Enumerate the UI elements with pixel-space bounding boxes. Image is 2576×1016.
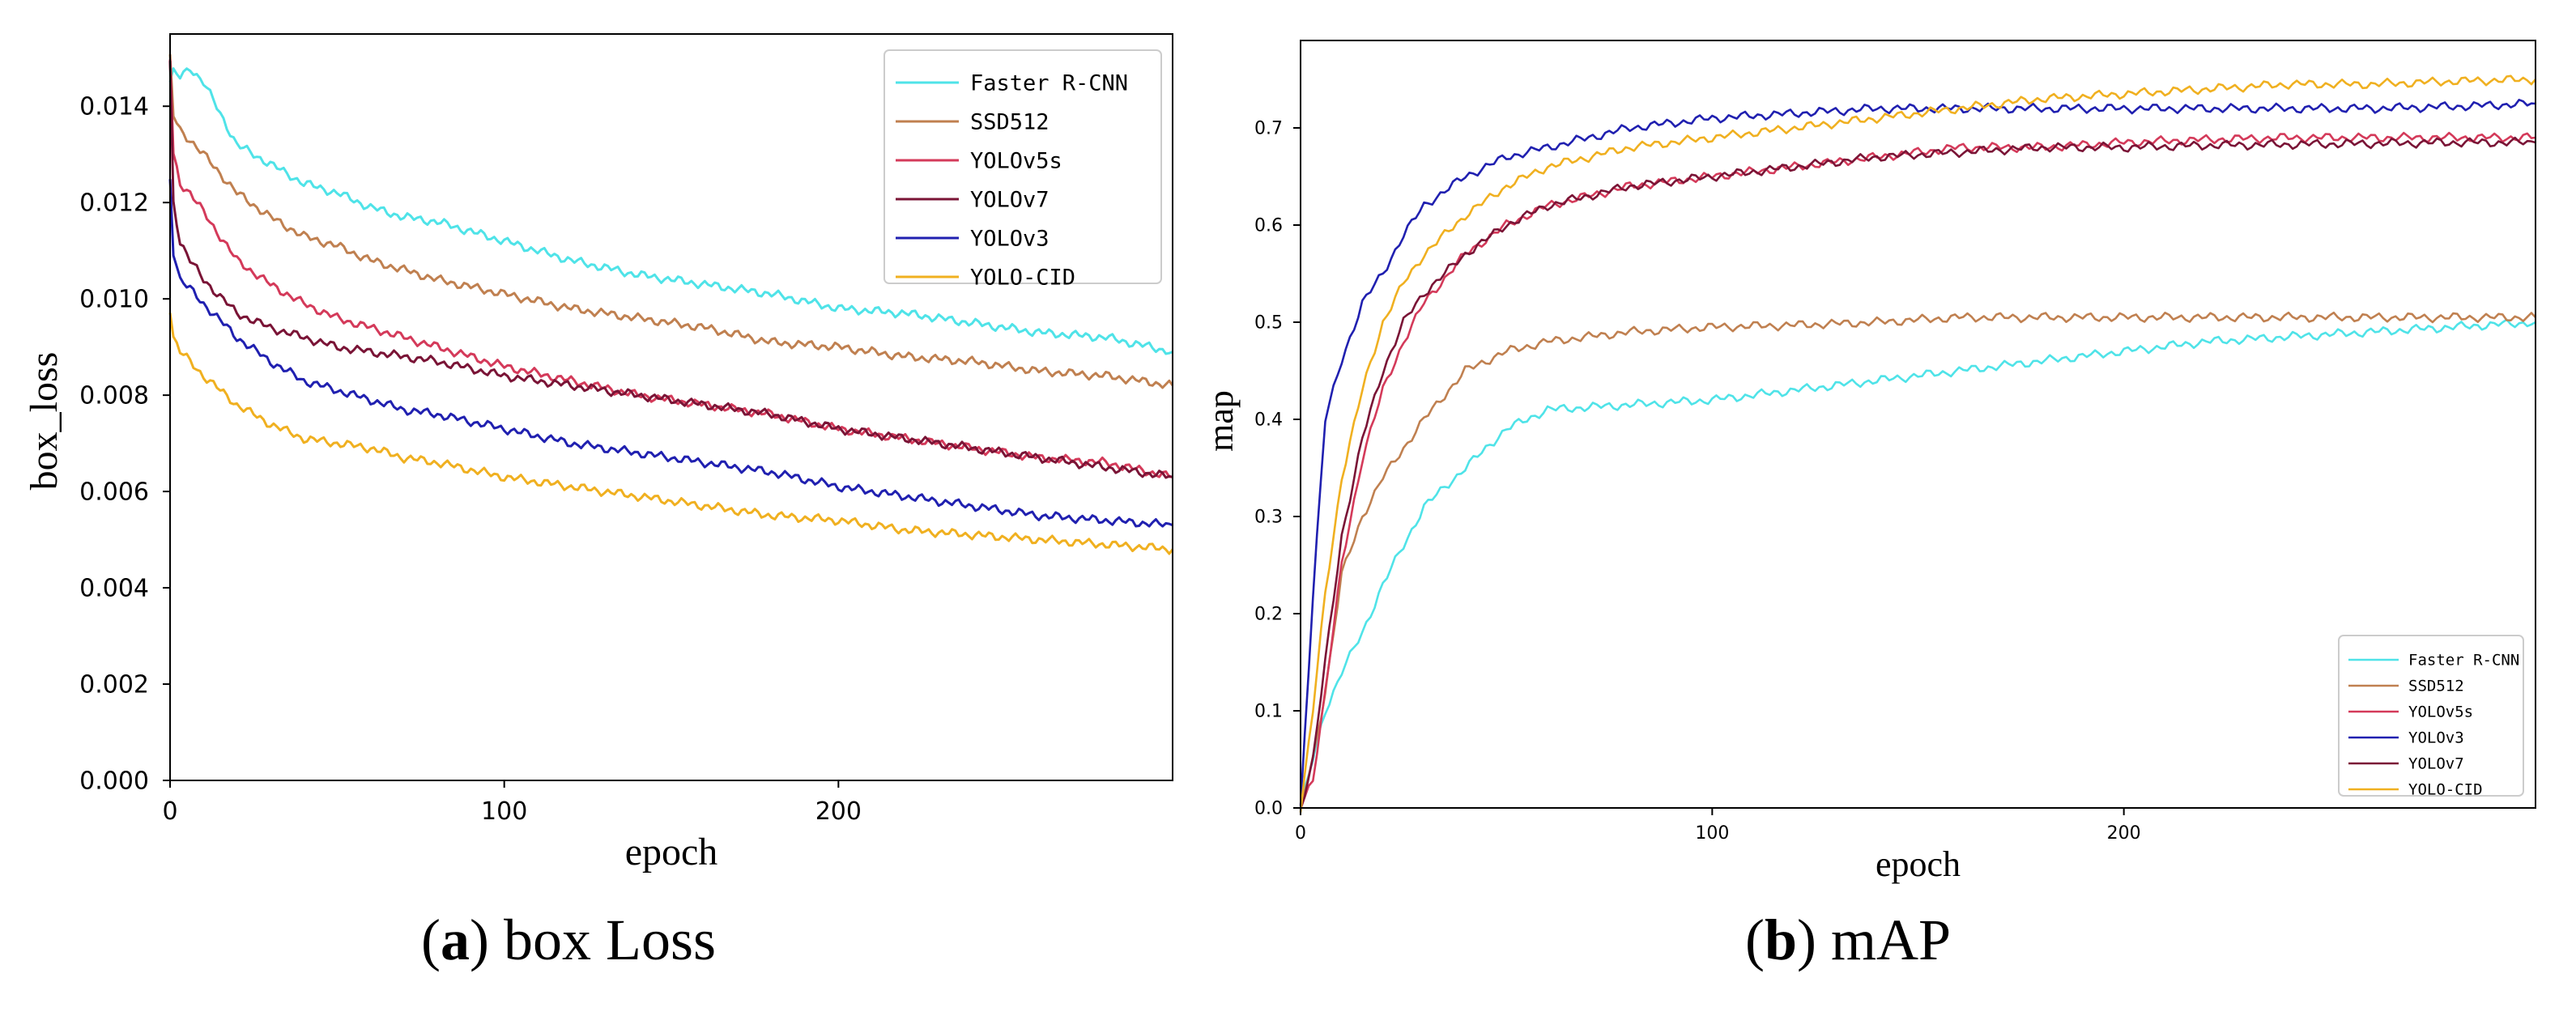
- legend-box: [2338, 635, 2524, 797]
- legend: Faster R-CNN SSD512 YOLOv5s YOLOv3 YOLOv7 YOL…: [2338, 635, 2524, 799]
- x-tick-label: 100: [1695, 823, 1729, 844]
- series-line-yolov7: [1299, 136, 2536, 810]
- y-tick-label: 0.008: [79, 382, 149, 410]
- plot-frame: [1300, 40, 2536, 809]
- legend-label: YOLOv5s: [2408, 704, 2473, 721]
- legend-label: YOLOv7: [970, 187, 1050, 212]
- chart-map: 0.0 0.1 0.2 0.3 0.4 0.5 0.6 0.7 0 100 200 epoch map F…: [1201, 40, 2536, 884]
- x-axis-title: epoch: [625, 831, 718, 874]
- caption-b-label: b: [1764, 908, 1798, 972]
- y-tick-label: 0.002: [79, 671, 149, 699]
- y-tick-label: 0.1: [1254, 702, 1283, 722]
- y-tick-label: 0.012: [79, 189, 149, 218]
- series-line-yolov5s: [168, 59, 1173, 478]
- y-tick-label: 0.006: [79, 478, 149, 507]
- series-line-faster-r-cnn: [168, 67, 1173, 355]
- y-tick-label: 0.0: [1254, 799, 1283, 819]
- plot-frame: [169, 33, 1173, 781]
- y-tick-label: 0.4: [1254, 410, 1283, 431]
- legend: Faster R-CNN SSD512 YOLOv5s YOLOv7 YOLOv3 YOL…: [884, 49, 1162, 290]
- caption-a-label: a: [440, 908, 470, 972]
- y-tick-label: 0.2: [1254, 605, 1283, 625]
- y-tick-label: 0.014: [79, 93, 149, 121]
- x-tick-label: 100: [481, 797, 527, 826]
- caption-b-text: mAP: [1831, 908, 1952, 972]
- y-axis-title: box_loss: [23, 352, 66, 491]
- series-line-yolov7: [168, 61, 1173, 479]
- legend-label: Faster R-CNN: [970, 70, 1128, 96]
- legend-label: YOLOv3: [970, 226, 1050, 251]
- legend-label: YOLO-CID: [970, 265, 1075, 290]
- series-line-yolo-cid: [168, 312, 1174, 555]
- x-tick-label: 0: [162, 797, 177, 826]
- y-axis-title: map: [1201, 390, 1241, 452]
- series-line-faster-r-cnn: [1299, 318, 2536, 809]
- caption-a-text: box Loss: [503, 908, 716, 972]
- series-line-yolov3: [1299, 99, 2536, 806]
- y-tick-label: 0.7: [1254, 119, 1283, 139]
- legend-label: YOLOv7: [2408, 755, 2464, 773]
- series-line-ssd512: [168, 54, 1174, 389]
- caption-a: (a) box Loss: [421, 908, 716, 972]
- y-tick-label: 0.000: [79, 767, 149, 796]
- caption-b: (b) mAP: [1745, 908, 1952, 972]
- legend-label: SSD512: [2408, 678, 2464, 695]
- series-line-yolov5s: [1299, 131, 2536, 810]
- legend-label: SSD512: [970, 109, 1050, 134]
- y-tick-label: 0.010: [79, 286, 149, 314]
- x-axis-title: epoch: [1876, 844, 1961, 884]
- legend-label: YOLO-CID: [2408, 781, 2483, 799]
- legend-label: Faster R-CNN: [2408, 652, 2519, 670]
- legend-box: [884, 49, 1162, 284]
- legend-label: YOLOv3: [2408, 729, 2464, 747]
- y-tick-label: 0.3: [1254, 508, 1283, 528]
- series-line-yolov3: [168, 179, 1173, 528]
- x-tick-label: 200: [815, 797, 862, 826]
- y-tick-label: 0.6: [1254, 216, 1283, 236]
- y-tick-label: 0.5: [1254, 313, 1283, 334]
- x-tick-label: 200: [2107, 823, 2141, 844]
- y-tick-label: 0.004: [79, 575, 149, 603]
- chart-box-loss: 0.000 0.002 0.004 0.006 0.008 0.010 0.012 0.014…: [23, 33, 1174, 874]
- x-tick-label: 0: [1295, 823, 1306, 844]
- legend-label: YOLOv5s: [970, 148, 1062, 173]
- series-line-yolo-cid: [1299, 74, 2536, 813]
- series-line-ssd512: [1299, 311, 2536, 805]
